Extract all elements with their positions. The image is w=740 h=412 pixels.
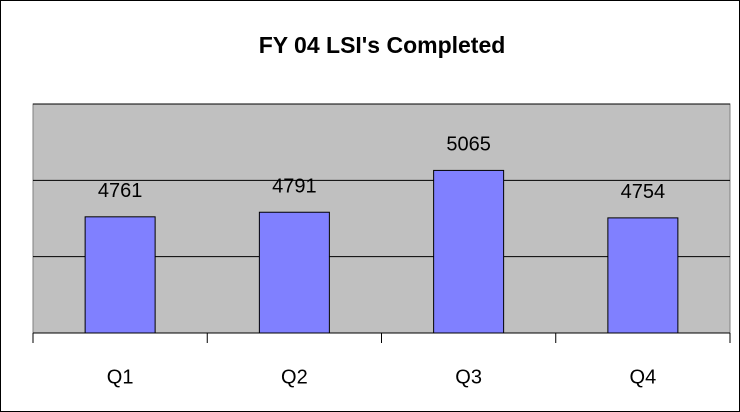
bar bbox=[607, 217, 679, 334]
value-label: 4761 bbox=[98, 180, 143, 202]
x-tick-label: Q1 bbox=[107, 366, 134, 388]
bar bbox=[258, 211, 330, 334]
x-tick-label: Q4 bbox=[630, 366, 657, 388]
value-label: 5065 bbox=[446, 134, 491, 156]
value-label: 4754 bbox=[621, 181, 666, 203]
bar bbox=[84, 216, 156, 334]
chart-title: FY 04 LSI's Completed bbox=[259, 32, 506, 58]
x-tick-label: Q3 bbox=[455, 366, 482, 388]
value-label: 4791 bbox=[272, 176, 317, 198]
x-tick-label: Q2 bbox=[281, 366, 308, 388]
bar bbox=[433, 169, 505, 334]
